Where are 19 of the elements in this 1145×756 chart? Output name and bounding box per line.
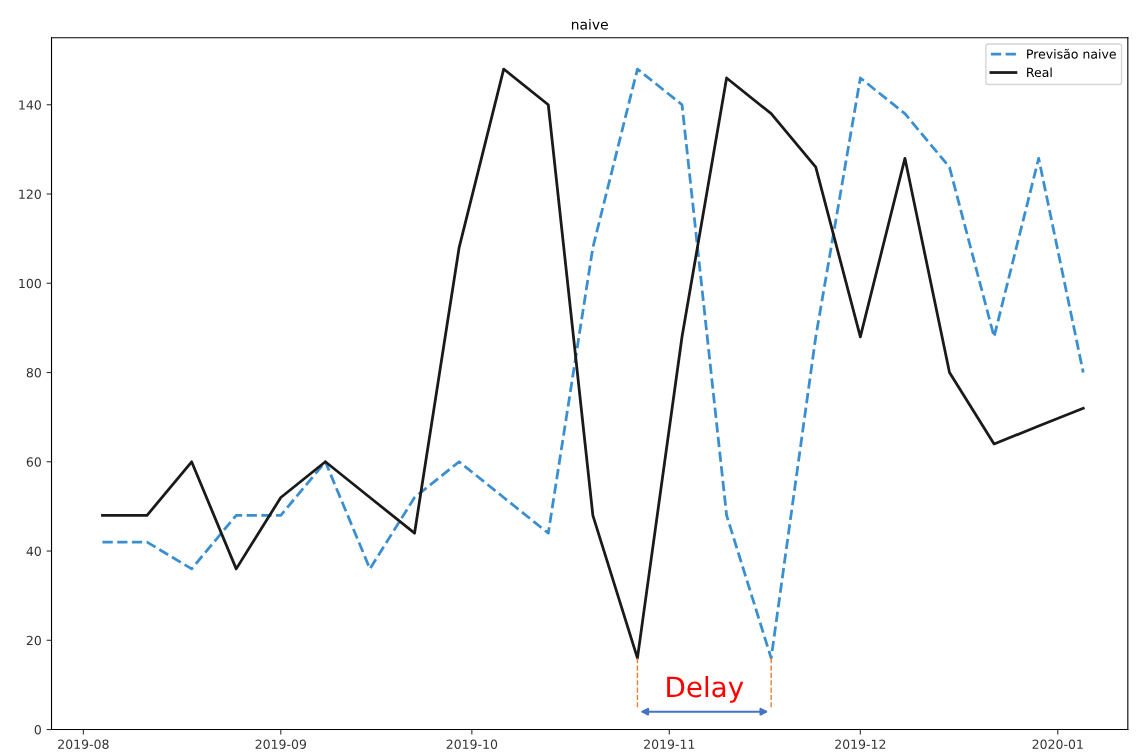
y-tick-label: 100 [19,278,41,289]
y-tick-label: 60 [26,457,41,467]
x-tick-label: 2019-12 [835,739,886,749]
y-tick-label: 20 [26,635,41,646]
y-tick-label: 120 [19,189,41,199]
x-tick-label: 2019-11 [644,739,695,749]
annotation: Delay [667,675,744,703]
x-tick-label: 2019-10 [446,739,498,749]
line-series [101,67,1085,660]
x-tick-label: 2020-01 [1032,739,1083,749]
y-tick-label: 0 [34,725,41,735]
legend-label: Real [1027,67,1052,78]
x-tick-label: 2019-09 [255,739,307,749]
y-tick-label: 80 [26,367,41,378]
legend-label: Previsão naive [1027,48,1116,59]
chart-title: naive [571,18,608,30]
y-tick-label: 40 [26,546,41,556]
y-tick-label: 140 [19,100,41,110]
x-tick-label: 2019-08 [58,739,109,749]
